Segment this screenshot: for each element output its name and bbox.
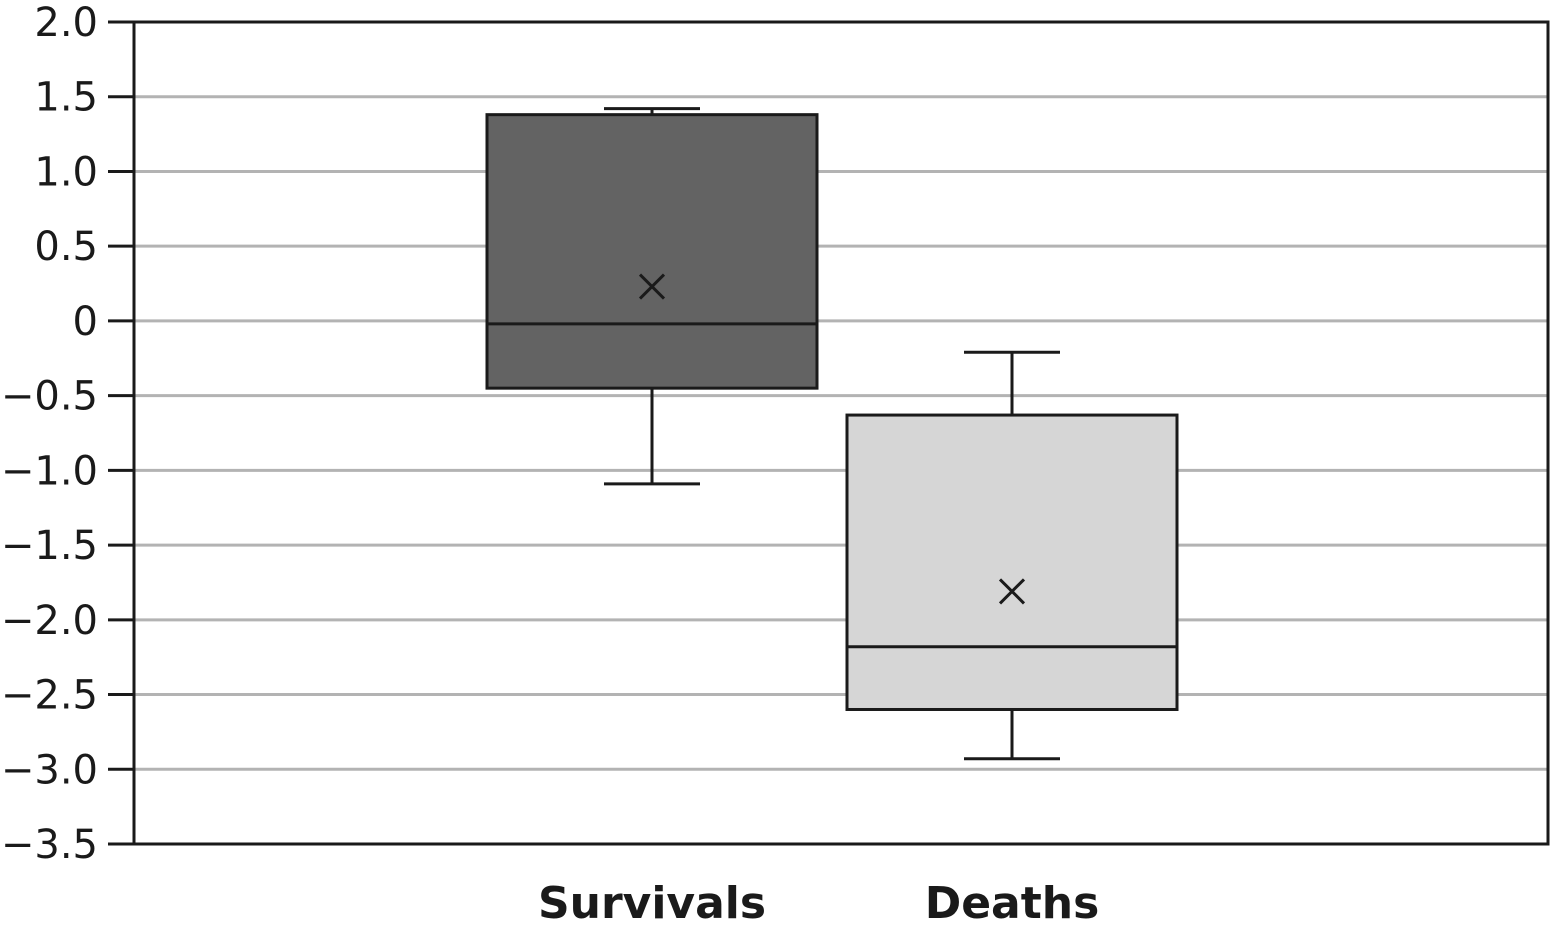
- y-tick-label: 1.0: [34, 149, 98, 195]
- y-tick-label: −0.5: [1, 374, 98, 420]
- y-tick-label: −3.5: [1, 822, 98, 868]
- y-tick-label: 0.5: [34, 224, 98, 270]
- iqr-box: [845, 413, 1179, 711]
- y-tick-label: −1.0: [1, 448, 98, 494]
- iqr-box: [485, 113, 819, 390]
- boxes: [485, 107, 1179, 761]
- category-labels: Survivals Deaths: [538, 878, 1100, 927]
- box-survivals: [485, 107, 819, 486]
- category-label-survivals: Survivals: [538, 878, 766, 922]
- mean-marker: [638, 273, 666, 300]
- y-tick-label: −2.0: [1, 598, 98, 644]
- y-tick-label: −1.5: [1, 523, 98, 569]
- mean-marker: [998, 578, 1026, 605]
- box-deaths: [845, 350, 1179, 761]
- category-label-deaths: Deaths: [925, 878, 1100, 922]
- grid-lines: [134, 95, 1548, 771]
- y-axis-ticks: 2.0 1.5 1.0 0.5 0 −0.5 −1.0 −1.5 −2.0 −2.5 −3.0 −3.…: [1, 0, 134, 868]
- y-tick-label: −2.5: [1, 673, 98, 719]
- y-tick-label: 2.0: [34, 0, 98, 46]
- y-tick-label: 0: [73, 299, 98, 345]
- plot-frame: [132, 20, 1550, 846]
- y-tick-label: −3.0: [1, 747, 98, 793]
- y-tick-label: 1.5: [34, 75, 98, 121]
